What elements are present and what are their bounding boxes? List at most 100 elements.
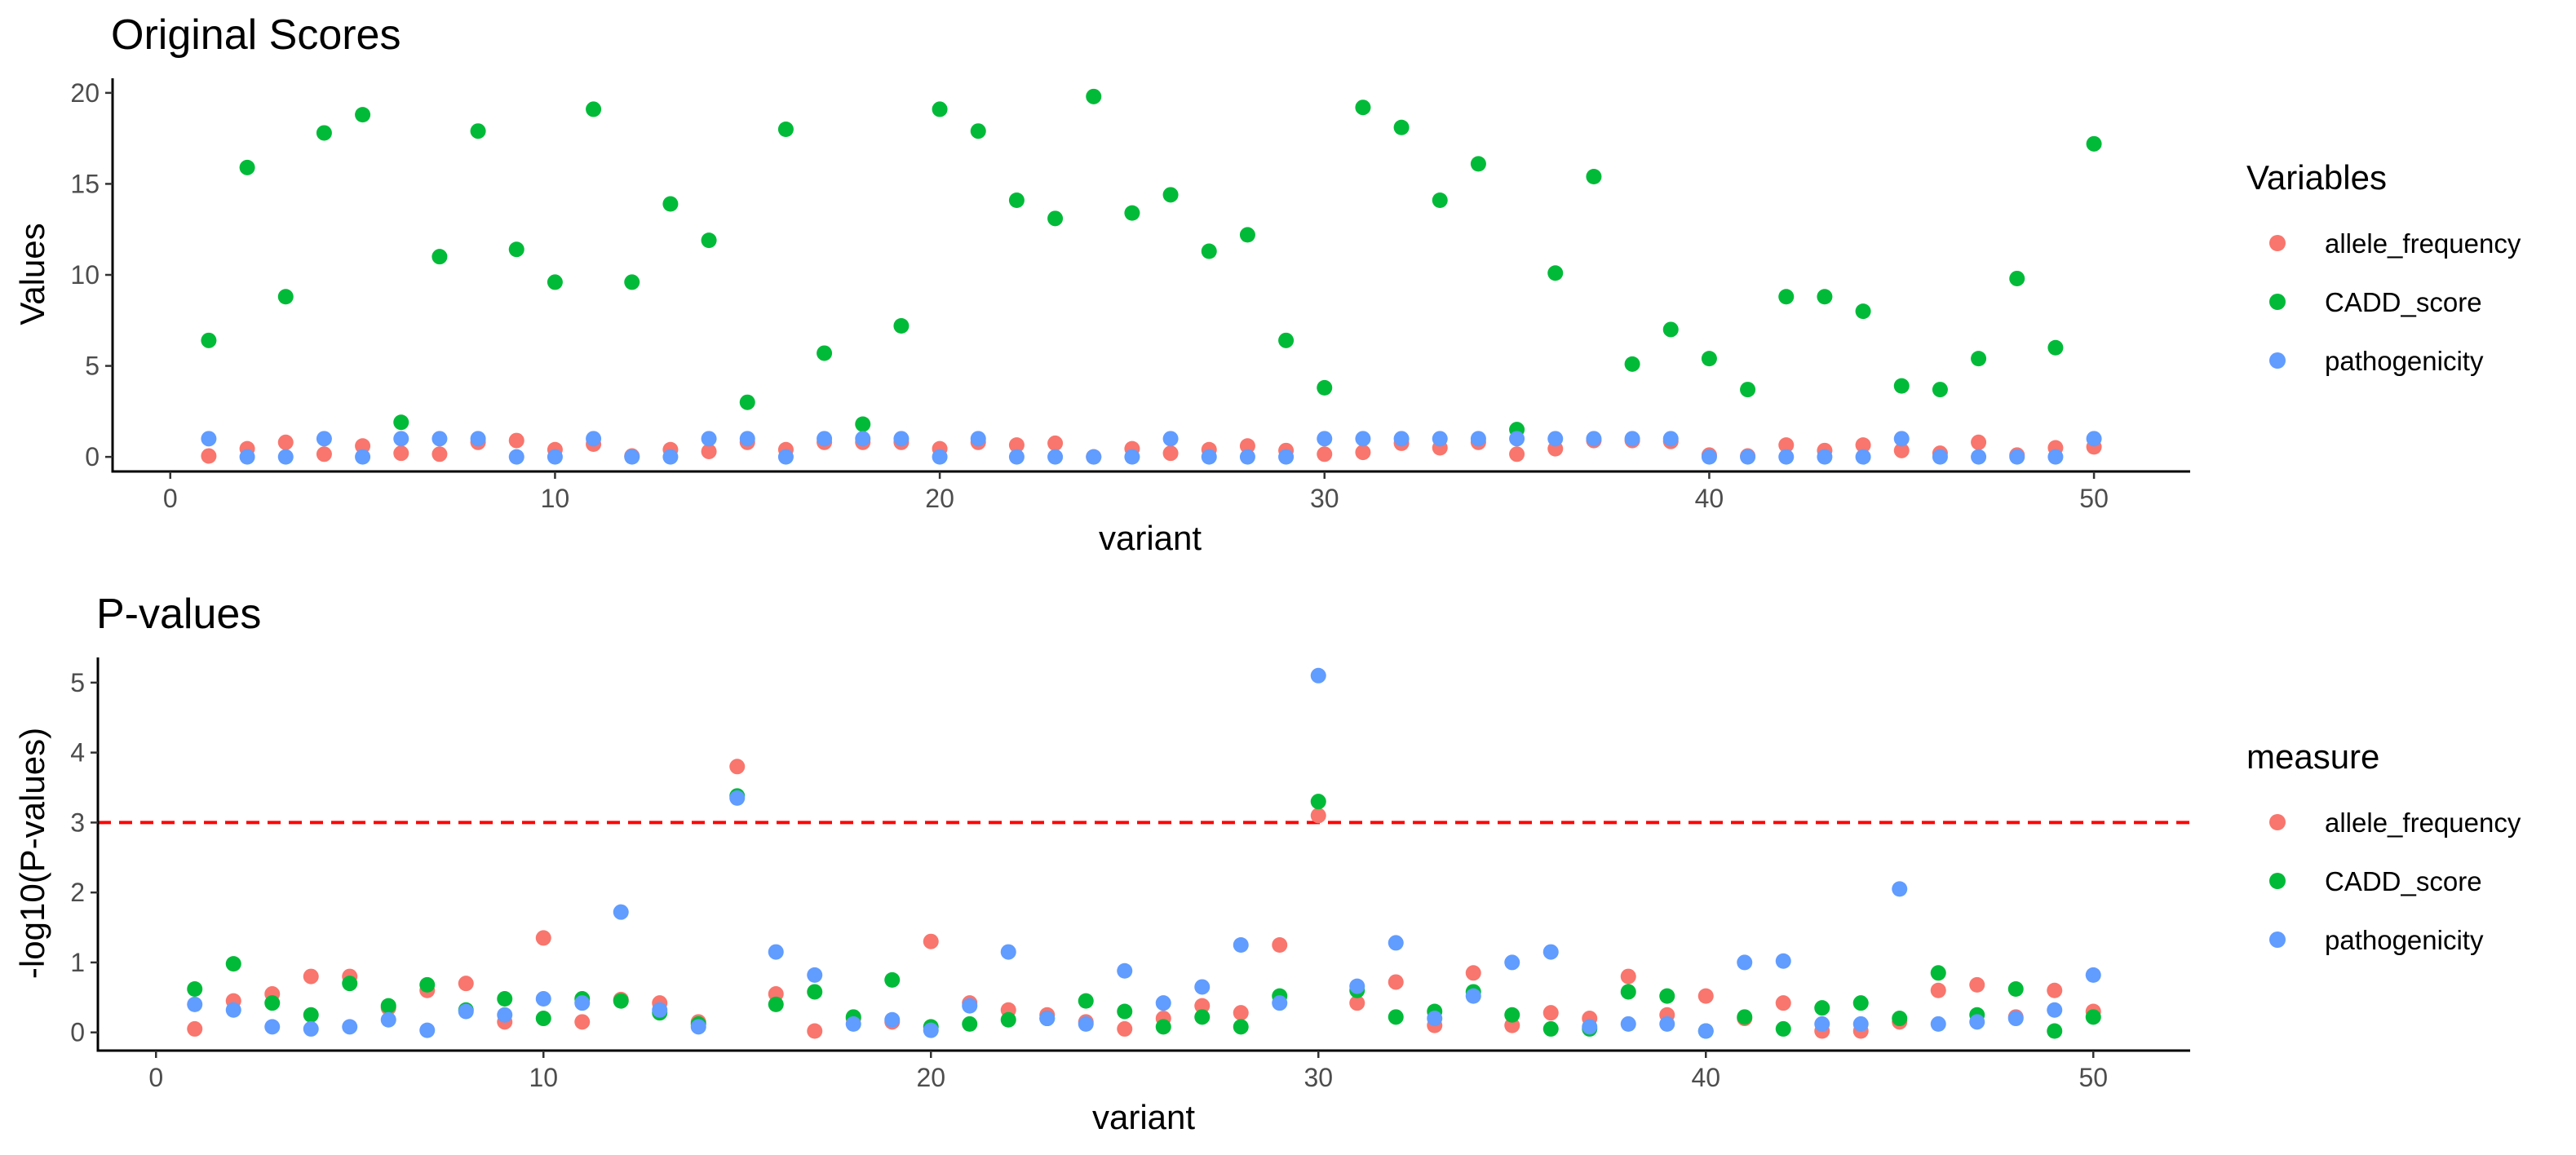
data-point — [1047, 449, 1064, 465]
data-point — [1930, 1016, 1946, 1032]
data-point — [2047, 339, 2064, 356]
data-point — [807, 967, 823, 983]
data-point — [768, 996, 784, 1012]
data-point — [470, 431, 486, 447]
data-point — [380, 998, 396, 1014]
data-points — [201, 88, 2102, 465]
data-point — [470, 123, 486, 139]
data-point — [1078, 993, 1094, 1009]
data-point — [1393, 119, 1410, 135]
x-axis-title: variant — [1099, 519, 1202, 557]
y-tick-label: 5 — [70, 668, 85, 697]
data-point — [932, 101, 948, 117]
x-tick-label: 0 — [148, 1063, 163, 1092]
legend-key — [2269, 873, 2286, 889]
data-point — [355, 438, 371, 454]
y-ticks: 0 5 10 15 20 — [70, 78, 113, 471]
data-point — [1969, 1014, 1985, 1030]
data-point — [1388, 935, 1404, 951]
data-point — [586, 431, 602, 447]
y-tick-label: 0 — [85, 442, 100, 471]
data-point — [277, 289, 294, 305]
data-point — [303, 1007, 319, 1023]
data-point — [1432, 431, 1448, 447]
data-point — [1659, 988, 1675, 1004]
data-point — [1162, 445, 1179, 462]
data-point — [1272, 995, 1288, 1011]
data-point — [355, 107, 371, 123]
data-point — [1239, 449, 1255, 465]
x-ticks: 0 10 20 30 40 50 — [163, 471, 2109, 513]
data-point — [2086, 431, 2102, 447]
data-point — [1124, 449, 1140, 465]
data-point — [1775, 995, 1791, 1011]
legend-label: CADD_score — [2325, 287, 2482, 317]
data-point — [1349, 978, 1365, 994]
data-point — [923, 1022, 939, 1038]
data-point — [303, 968, 319, 985]
data-point — [1393, 431, 1410, 447]
data-point — [508, 449, 524, 465]
data-point — [201, 448, 217, 464]
data-point — [613, 904, 629, 920]
legend-key — [2269, 294, 2286, 310]
series-allele_frequency — [201, 432, 2102, 465]
data-point — [547, 274, 563, 290]
data-point — [613, 993, 629, 1009]
chart-title: P-values — [96, 591, 261, 638]
data-point — [1388, 974, 1404, 990]
data-point — [1893, 431, 1910, 447]
x-tick-label: 10 — [529, 1063, 558, 1092]
data-point — [701, 443, 717, 459]
data-point — [2047, 449, 2064, 465]
data-point — [1624, 431, 1640, 447]
y-tick-label: 2 — [70, 878, 85, 907]
data-point — [2009, 449, 2025, 465]
data-point — [1504, 954, 1520, 971]
data-point — [855, 416, 871, 432]
data-point — [807, 1023, 823, 1039]
data-point — [1355, 100, 1371, 116]
y-axis-title: -log10(P-values) — [13, 728, 51, 979]
legend-title: measure — [2246, 737, 2379, 776]
data-point — [239, 159, 255, 175]
data-point — [201, 332, 217, 348]
data-point — [1355, 445, 1371, 461]
data-point — [547, 449, 563, 465]
data-point — [419, 976, 436, 993]
data-point — [2086, 135, 2102, 152]
y-tick-label: 4 — [70, 738, 85, 768]
data-point — [2047, 1023, 2063, 1039]
data-point — [535, 1011, 551, 1027]
x-ticks: 0 10 20 30 40 50 — [148, 1051, 2108, 1092]
data-point — [1086, 88, 1102, 104]
data-point — [1201, 243, 1217, 259]
data-point — [574, 1014, 591, 1030]
data-point — [777, 449, 794, 465]
data-point — [1509, 431, 1525, 447]
data-point — [1701, 351, 1717, 367]
data-point — [817, 431, 833, 447]
data-point — [1039, 1011, 1056, 1027]
data-point — [662, 449, 679, 465]
data-point — [1971, 434, 1987, 450]
data-point — [1852, 1016, 1869, 1032]
data-point — [1930, 965, 1946, 981]
y-ticks: 0 1 2 3 4 5 — [70, 668, 98, 1047]
data-point — [1971, 449, 1987, 465]
data-point — [1086, 449, 1102, 465]
data-point — [508, 241, 524, 258]
data-point — [1543, 1005, 1559, 1021]
data-point — [1778, 289, 1795, 305]
data-point — [893, 431, 910, 447]
data-point — [393, 445, 409, 462]
data-point — [1778, 437, 1795, 454]
data-point — [303, 1020, 319, 1037]
data-point — [225, 956, 241, 972]
data-point — [1117, 1020, 1133, 1037]
series-pathogenicity — [201, 431, 2102, 465]
y-tick-label: 0 — [70, 1018, 85, 1047]
data-point — [1201, 449, 1217, 465]
data-point — [586, 101, 602, 117]
data-point — [624, 449, 640, 465]
